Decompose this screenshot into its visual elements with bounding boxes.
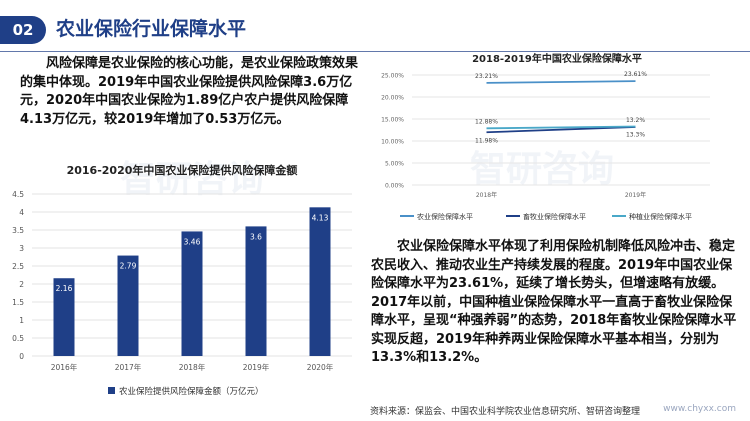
line-legend-label: 畜牧业保险保障水平 bbox=[523, 212, 586, 221]
line-x-tick-label: 2018年 bbox=[476, 191, 497, 199]
bar-y-tick-label: 2 bbox=[19, 280, 24, 289]
title-divider bbox=[0, 51, 750, 52]
line-chart-title: 2018-2019年中国农业保险保障水平 bbox=[472, 52, 642, 65]
bar-x-tick-label: 2016年 bbox=[51, 362, 78, 372]
line-data-label: 12.88% bbox=[475, 118, 498, 125]
line-y-tick-label: 10.00% bbox=[381, 139, 404, 146]
bar bbox=[181, 231, 203, 356]
bar-legend-swatch bbox=[108, 387, 115, 394]
bar bbox=[309, 207, 331, 356]
bar-x-tick-label: 2017年 bbox=[115, 362, 142, 372]
bar-data-label: 2.16 bbox=[56, 284, 73, 293]
line-data-label: 23.61% bbox=[624, 71, 647, 78]
bar-y-tick-label: 0.5 bbox=[12, 334, 24, 343]
bar-y-tick-label: 3.5 bbox=[12, 226, 24, 235]
line-legend-label: 种植业保险保障水平 bbox=[629, 212, 692, 221]
line-data-label: 11.98% bbox=[475, 137, 498, 144]
watermark-logo: 智研咨询 bbox=[120, 159, 265, 200]
bar bbox=[245, 226, 267, 356]
line-legend-label: 农业保险保障水平 bbox=[417, 212, 473, 221]
analysis-paragraph: 农业保险保障水平体现了利用保险机制降低风险冲击、稳定农民收入、推动农业生产持续发… bbox=[371, 239, 737, 365]
bar-data-label: 2.79 bbox=[120, 262, 137, 271]
line-series-2 bbox=[486, 126, 636, 134]
line-series-3 bbox=[486, 125, 636, 130]
bar-chart: 2016-2020年中国农业保险提供风险保障金额 0 0.5 1 1.5 2 2.5 3 3.… bbox=[12, 163, 352, 397]
line-series-1 bbox=[486, 80, 636, 84]
watermark-logo: 智研咨询 bbox=[470, 149, 615, 190]
section-number-badge: 02 bbox=[0, 16, 46, 44]
bar-legend-label: 农业保险提供风险保障金额（万亿元） bbox=[119, 386, 264, 397]
bar-y-tick-label: 1.5 bbox=[12, 298, 24, 307]
bar-y-tick-label: 4 bbox=[19, 208, 24, 217]
bar-x-tick-label: 2019年 bbox=[243, 362, 270, 372]
bar-data-label: 3.46 bbox=[184, 237, 201, 246]
bar-y-tick-label: 1 bbox=[19, 316, 24, 325]
bar-y-tick-label: 0 bbox=[19, 352, 24, 361]
line-data-label: 23.21% bbox=[475, 73, 498, 80]
line-y-tick-label: 15.00% bbox=[381, 117, 404, 124]
bar-chart-title: 2016-2020年中国农业保险提供风险保障金额 bbox=[67, 163, 298, 177]
page-title: 农业保险行业保障水平 bbox=[56, 18, 247, 40]
line-y-tick-label: 0.00% bbox=[385, 183, 404, 190]
bar-y-tick-label: 2.5 bbox=[12, 262, 24, 271]
bar-y-tick-label: 4.5 bbox=[12, 190, 24, 199]
line-data-label: 13.2% bbox=[626, 117, 645, 124]
bar-data-label: 3.6 bbox=[250, 232, 262, 241]
intro-paragraph: 风险保障是农业保险的核心功能，是农业保险政策效果的集中体现。2019年中国农业保… bbox=[20, 56, 359, 127]
bar-x-tick-label: 2018年 bbox=[179, 362, 206, 372]
source-note: 资料来源：保监会、中国农业科学院农业信息研究所、智研咨询整理 bbox=[370, 407, 641, 417]
bar bbox=[53, 278, 75, 356]
bar bbox=[117, 255, 139, 356]
line-y-tick-label: 5.00% bbox=[385, 161, 404, 168]
bar-x-tick-label: 2020年 bbox=[307, 362, 334, 372]
site-url: www.chyxx.com bbox=[663, 404, 736, 414]
line-y-tick-label: 25.00% bbox=[381, 73, 404, 80]
bar-y-tick-label: 3 bbox=[19, 244, 24, 253]
line-x-tick-label: 2019年 bbox=[625, 191, 646, 199]
line-chart: 2018-2019年中国农业保险保障水平 0.00% 5.00% 10.00% 15.… bbox=[381, 52, 710, 221]
line-y-tick-label: 20.00% bbox=[381, 95, 404, 102]
bar-data-label: 4.13 bbox=[312, 213, 329, 222]
line-data-label: 13.3% bbox=[626, 131, 645, 138]
